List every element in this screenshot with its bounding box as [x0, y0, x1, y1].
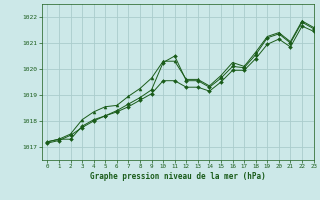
- X-axis label: Graphe pression niveau de la mer (hPa): Graphe pression niveau de la mer (hPa): [90, 172, 266, 181]
